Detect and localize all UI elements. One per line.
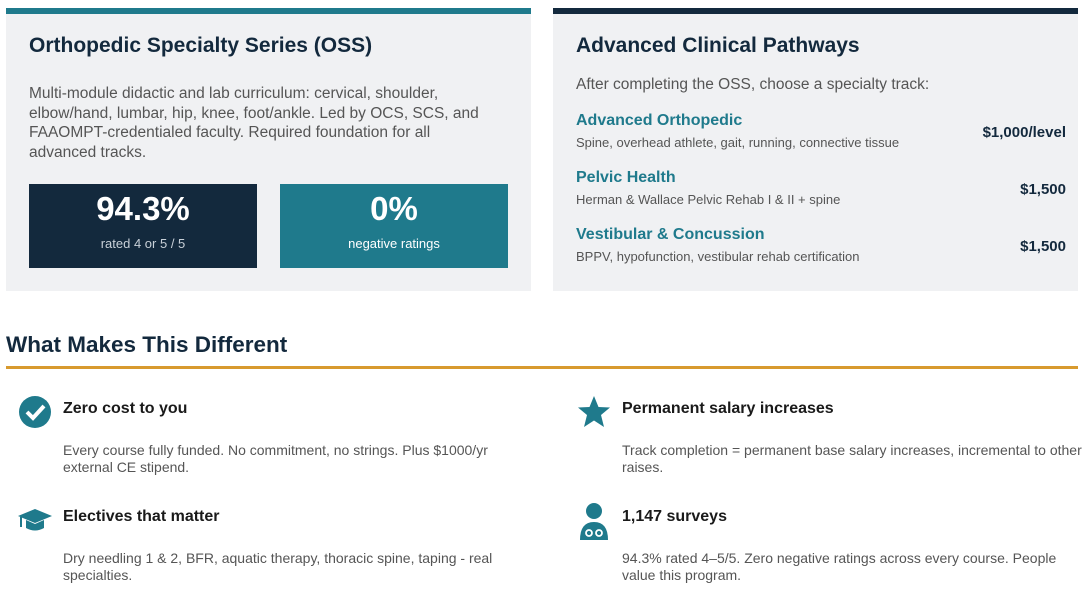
- section-rule: [6, 366, 1078, 369]
- track-price: $1,000/level: [982, 124, 1066, 141]
- star-icon: [578, 396, 610, 427]
- feature-description: Dry needling 1 & 2, BFR, aquatic therapy…: [63, 550, 493, 583]
- feature-description: Track completion = permanent base salary…: [622, 442, 1082, 475]
- stat-value: 0%: [370, 190, 418, 227]
- feature-title: 1,147 surveys: [622, 508, 727, 525]
- card-description: Multi-module didactic and lab curriculum…: [29, 85, 479, 161]
- doctor-icon: [580, 503, 608, 540]
- track-name: Vestibular & Concussion: [576, 226, 765, 243]
- stat-label: rated 4 or 5 / 5: [100, 236, 186, 251]
- feature: Zero cost to you Every course fully fund…: [19, 396, 523, 476]
- feature: 1,147 surveys 94.3% rated 4–5/5. Zero ne…: [580, 503, 1082, 584]
- feature: Electives that matter Dry needling 1 & 2…: [18, 508, 523, 584]
- card-title: Advanced Clinical Pathways: [576, 34, 860, 57]
- card-title: Orthopedic Specialty Series (OSS): [29, 34, 373, 57]
- stat-label: negative ratings: [348, 236, 440, 251]
- feature: Permanent salary increases Track complet…: [578, 396, 1082, 476]
- track: Vestibular & Concussion BPPV, hypofuncti…: [576, 226, 1066, 272]
- track: Pelvic Health Herman & Wallace Pelvic Re…: [576, 169, 1066, 215]
- track-name: Advanced Orthopedic: [576, 112, 743, 129]
- stat-box: 0% negative ratings: [280, 184, 508, 268]
- card-subtitle: After completing the OSS, choose a speci…: [576, 76, 930, 93]
- oss-card: Orthopedic Specialty Series (OSS) Multi-…: [6, 8, 531, 291]
- track: Advanced Orthopedic Spine, overhead athl…: [576, 112, 1066, 158]
- check-icon: [19, 396, 51, 428]
- feature-description: Every course fully funded. No commitment…: [63, 442, 488, 475]
- track-description: Herman & Wallace Pelvic Rehab I & II + s…: [576, 192, 841, 207]
- track-price: $1,500: [1020, 181, 1066, 198]
- stat-box: 94.3% rated 4 or 5 / 5: [29, 184, 257, 268]
- feature-description: 94.3% rated 4–5/5. Zero negative ratings…: [622, 550, 1057, 583]
- track-name: Pelvic Health: [576, 169, 676, 186]
- cap-icon: [18, 509, 52, 531]
- feature-title: Zero cost to you: [63, 400, 188, 417]
- feature-title: Permanent salary increases: [622, 400, 834, 417]
- pathways-card: Advanced Clinical Pathways After complet…: [553, 8, 1078, 291]
- stat-value: 94.3%: [96, 190, 190, 227]
- track-description: BPPV, hypofunction, vestibular rehab cer…: [576, 249, 860, 264]
- section-title: What Makes This Different: [6, 332, 288, 357]
- track-price: $1,500: [1020, 238, 1066, 255]
- feature-title: Electives that matter: [63, 508, 220, 525]
- track-description: Spine, overhead athlete, gait, running, …: [576, 135, 900, 150]
